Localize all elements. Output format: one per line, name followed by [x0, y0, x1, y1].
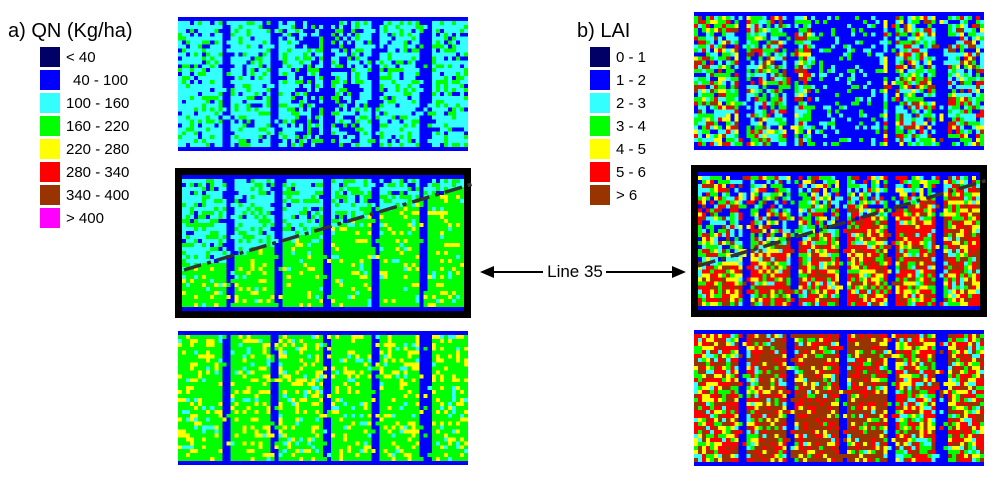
legend-swatch: [590, 185, 610, 205]
legend-swatch: [590, 47, 610, 67]
legend-qn: < 40 40 - 100 100 - 160 160 - 220 220 - …: [40, 47, 160, 233]
right-arrow-icon: [606, 266, 686, 278]
legend-item-qn-0: < 40: [40, 47, 96, 67]
legend-swatch: [590, 93, 610, 113]
legend-swatch: [40, 185, 60, 205]
lai-raster-bottom: [694, 330, 984, 466]
legend-swatch: [590, 116, 610, 136]
legend-swatch: [40, 93, 60, 113]
lai-map-bottom: [694, 330, 984, 466]
qn-raster-top: [178, 17, 468, 151]
legend-item-lai-2: 2 - 3: [590, 93, 646, 113]
legend-item-qn-2: 100 - 160: [40, 93, 129, 113]
legend-swatch: [40, 47, 60, 67]
legend-item-lai-0: 0 - 1: [590, 47, 646, 67]
left-arrow-icon: [480, 266, 543, 278]
legend-swatch: [40, 70, 60, 90]
legend-title-qn: a) QN (Kg/ha): [8, 20, 133, 42]
legend-swatch: [40, 162, 60, 182]
qn-map-top: [178, 17, 468, 151]
legend-item-lai-6: > 6: [590, 185, 637, 205]
legend-item-lai-3: 3 - 4: [590, 116, 646, 136]
legend-item-qn-4: 220 - 280: [40, 139, 129, 159]
qn-map-bottom: [178, 331, 468, 465]
lai-raster-top: [694, 12, 984, 150]
legend-item-qn-3: 160 - 220: [40, 116, 129, 136]
qn-raster-bottom: [178, 331, 468, 465]
legend-item-qn-7: > 400: [40, 208, 104, 228]
legend-swatch: [40, 139, 60, 159]
legend-item-lai-5: 5 - 6: [590, 162, 646, 182]
legend-swatch: [590, 70, 610, 90]
qn-line35-highlight: [175, 168, 471, 318]
legend-item-lai-4: 4 - 5: [590, 139, 646, 159]
lai-line35-highlight: [691, 165, 987, 317]
legend-item-qn-6: 340 - 400: [40, 185, 129, 205]
line-35-label: Line 35: [547, 262, 603, 281]
legend-swatch: [590, 139, 610, 159]
legend-item-lai-1: 1 - 2: [590, 70, 646, 90]
legend-item-qn-1: 40 - 100: [40, 70, 128, 90]
lai-map-top: [694, 12, 984, 150]
legend-item-qn-5: 280 - 340: [40, 162, 129, 182]
legend-lai: 0 - 1 1 - 2 2 - 3 3 - 4 4 - 5 5 - 6 > 6: [590, 47, 680, 209]
legend-swatch: [590, 162, 610, 182]
legend-swatch: [40, 208, 60, 228]
legend-swatch: [40, 116, 60, 136]
legend-title-lai: b) LAI: [577, 20, 631, 42]
